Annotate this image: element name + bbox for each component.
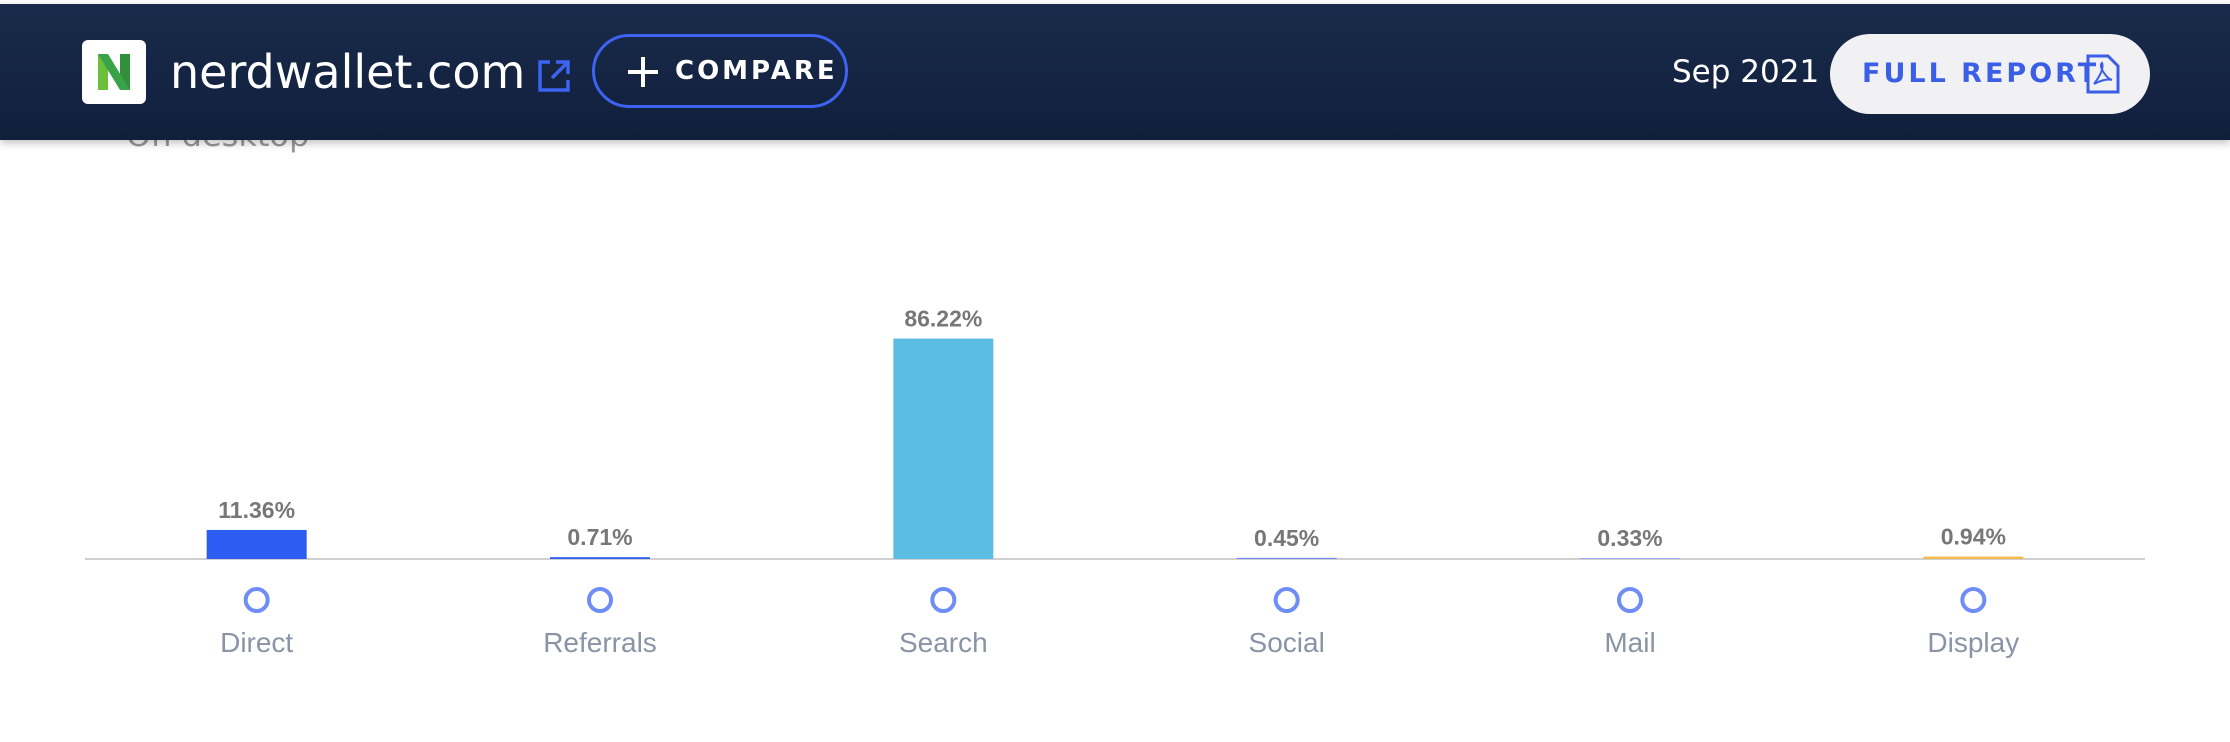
value-label: 0.45% xyxy=(1254,525,1319,551)
plus-icon xyxy=(628,57,658,87)
pdf-icon xyxy=(2086,54,2120,94)
bar xyxy=(893,338,994,559)
external-link-icon[interactable] xyxy=(536,58,572,94)
bar xyxy=(1236,557,1337,559)
compare-label: COMPARE xyxy=(675,56,838,86)
category-label: Referrals xyxy=(543,627,657,658)
top-bar: nerdwallet.com COMPARE Sep 2021 FULL REP… xyxy=(0,4,2230,140)
bar xyxy=(550,557,650,559)
category-icon xyxy=(587,587,613,613)
category-label: Search xyxy=(899,627,988,658)
value-label: 0.71% xyxy=(567,524,632,550)
compare-button[interactable]: COMPARE xyxy=(592,34,848,108)
category-label: Social xyxy=(1249,627,1325,658)
category-label: Mail xyxy=(1604,627,1655,658)
full-report-button[interactable]: FULL REPORT xyxy=(1830,34,2150,114)
logo-mark xyxy=(98,54,130,90)
bar xyxy=(1580,558,1680,559)
category-label: Direct xyxy=(220,627,293,658)
site-logo xyxy=(82,40,146,104)
bar xyxy=(206,529,307,559)
category-icon xyxy=(1273,587,1300,613)
full-report-label: FULL REPORT xyxy=(1862,58,2100,89)
value-label: 0.33% xyxy=(1597,525,1662,551)
category-icon xyxy=(1960,587,1987,613)
value-label: 0.94% xyxy=(1941,524,2006,550)
site-name: nerdwallet.com xyxy=(170,45,526,99)
value-label: 11.36% xyxy=(218,497,295,523)
category-label: Display xyxy=(1927,627,2019,658)
category-icon xyxy=(243,587,270,613)
value-label: 86.22% xyxy=(904,306,982,332)
date-label: Sep 2021 xyxy=(1672,54,1820,90)
bar xyxy=(1923,556,2024,559)
category-icon xyxy=(930,587,957,613)
category-icon xyxy=(1617,587,1643,613)
